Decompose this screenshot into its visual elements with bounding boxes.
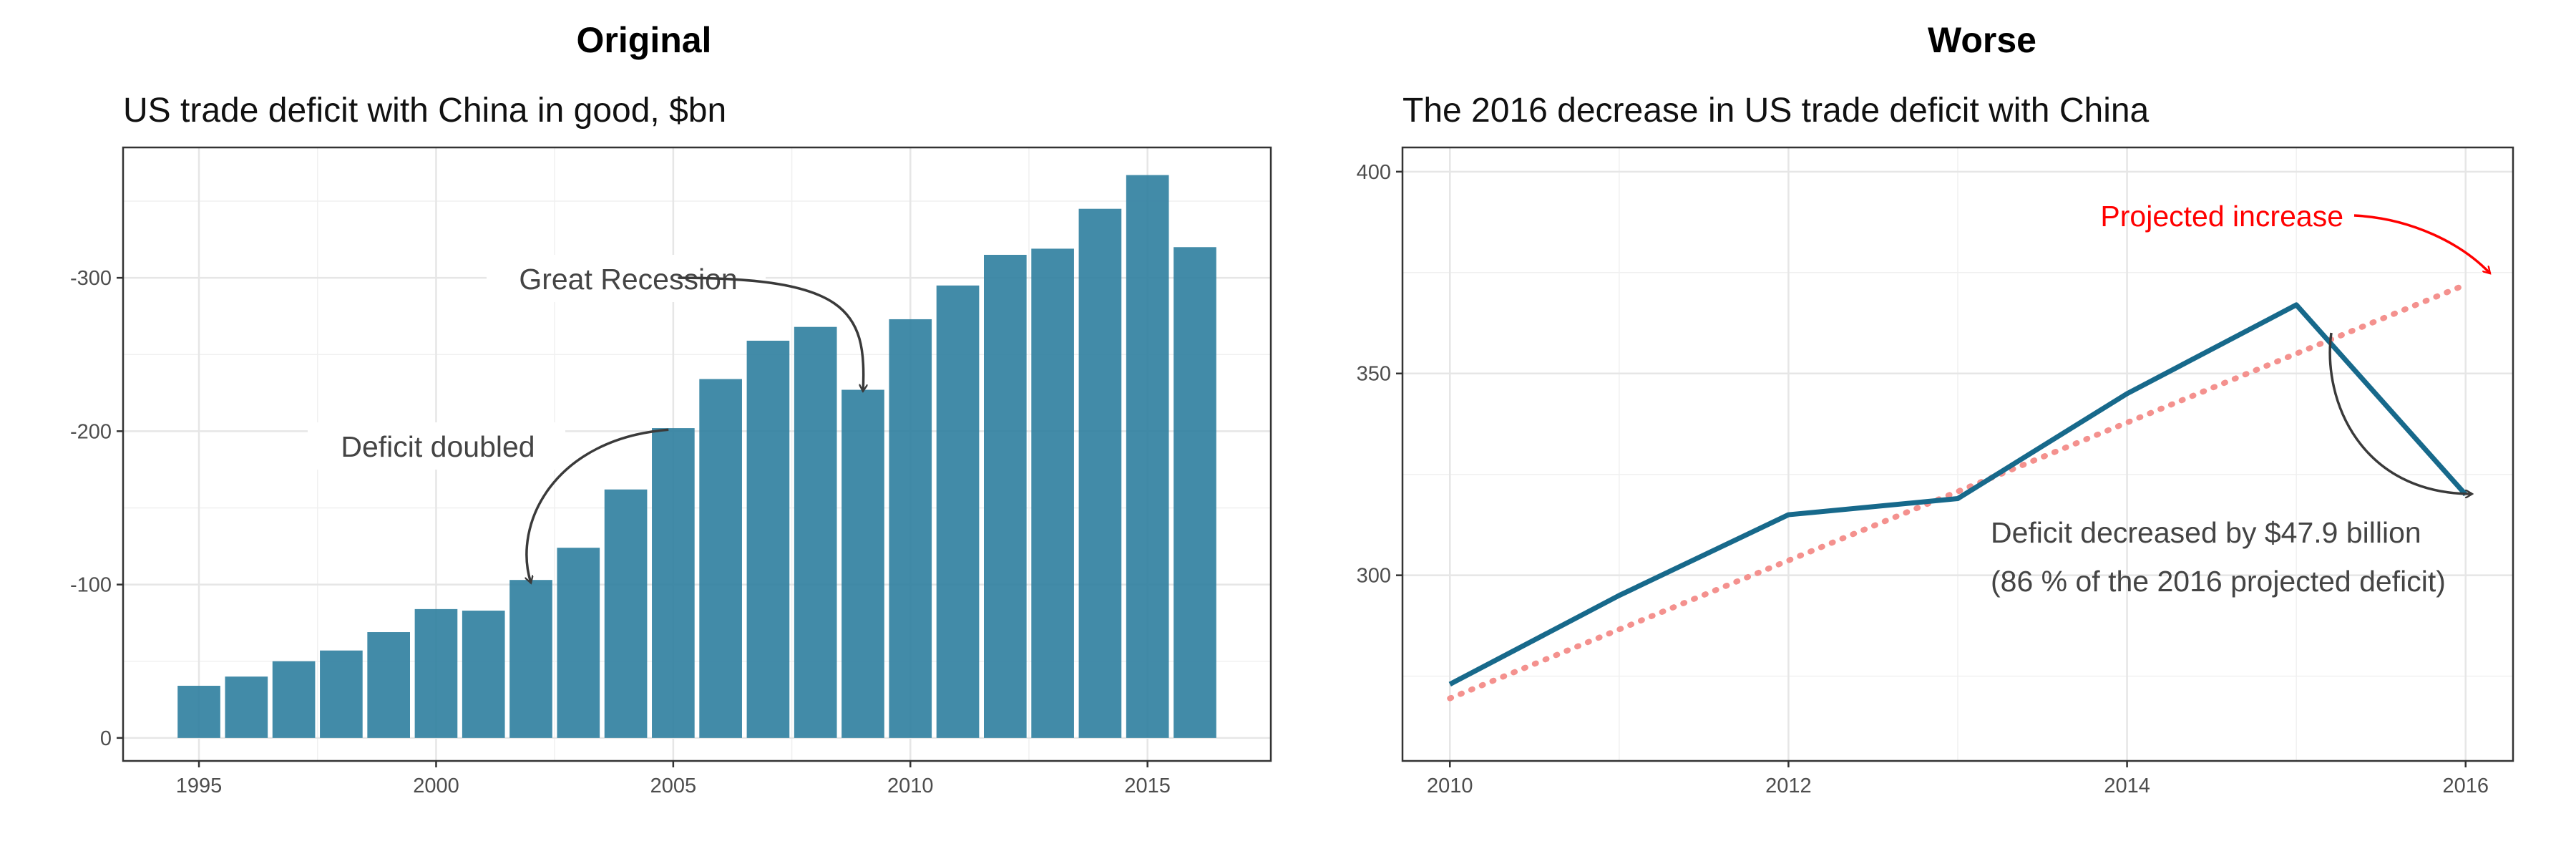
bar-2011 [936,285,980,738]
bar-2006 [699,379,742,738]
x-tick-label: 1995 [176,775,223,797]
bar-2012 [984,254,1027,738]
label-background [308,422,565,470]
annotation-projected-increase: Projected increase [2100,200,2343,233]
bar-1999 [367,632,410,738]
y-tick-label: 300 [1357,565,1391,588]
chart-title: The 2016 decrease in US trade deficit wi… [1402,92,2150,130]
y-tick-label: -300 [70,267,112,290]
y-tick-label: -100 [70,574,112,597]
x-tick-label: 2010 [1427,775,1473,797]
panel-heading-worse: Worse [1928,20,2036,60]
bar-2008 [794,326,837,738]
bar-2015 [1126,175,1169,738]
bar-2016 [1174,247,1216,738]
chart-title: US trade deficit with China in good, $bn [123,92,726,130]
bar-1996 [225,676,268,738]
plot-border [1401,146,2514,762]
y-tick-label: 0 [100,727,112,750]
arrow-great-recession [678,276,863,392]
plot-border [122,146,1272,762]
panel-heading-original: Original [577,20,712,60]
annotation-deficit-doubled: Deficit doubled [341,430,535,463]
bar-2003 [557,548,600,738]
annotation-deficit-decreased-line2: (86 % of the 2016 projected deficit) [1991,565,2446,598]
bar-2010 [889,319,932,738]
x-tick-label: 2010 [887,775,934,797]
bar-1998 [320,650,363,738]
y-tick-label: -200 [70,420,112,443]
y-tick-label: 400 [1357,161,1391,184]
bar-2009 [841,389,884,738]
bar-2000 [414,608,458,738]
bar-1997 [272,661,316,738]
x-tick-label: 2016 [2442,775,2489,797]
bar-2004 [604,489,648,738]
bar-2014 [1078,208,1122,738]
bar-2001 [462,611,505,738]
x-tick-label: 2012 [1765,775,1812,797]
x-tick-label: 2015 [1124,775,1171,797]
arrow-projected-increase [2353,214,2490,273]
x-tick-label: 2000 [413,775,459,797]
projection-line [1447,281,2469,702]
bar-1995 [177,686,220,738]
bar-2007 [746,340,790,738]
bar-2013 [1031,248,1074,738]
annotation-deficit-decreased-line1: Deficit decreased by $47.9 billion [1991,516,2421,549]
bar-2005 [652,428,695,738]
arrow-deficit-doubled [527,428,669,583]
x-tick-label: 2014 [2104,775,2150,797]
bar-2002 [509,580,552,738]
y-tick-label: 350 [1357,363,1391,386]
series-line [1448,302,2468,686]
x-tick-label: 2005 [650,775,697,797]
arrow-deficit-decreased [2328,332,2472,494]
